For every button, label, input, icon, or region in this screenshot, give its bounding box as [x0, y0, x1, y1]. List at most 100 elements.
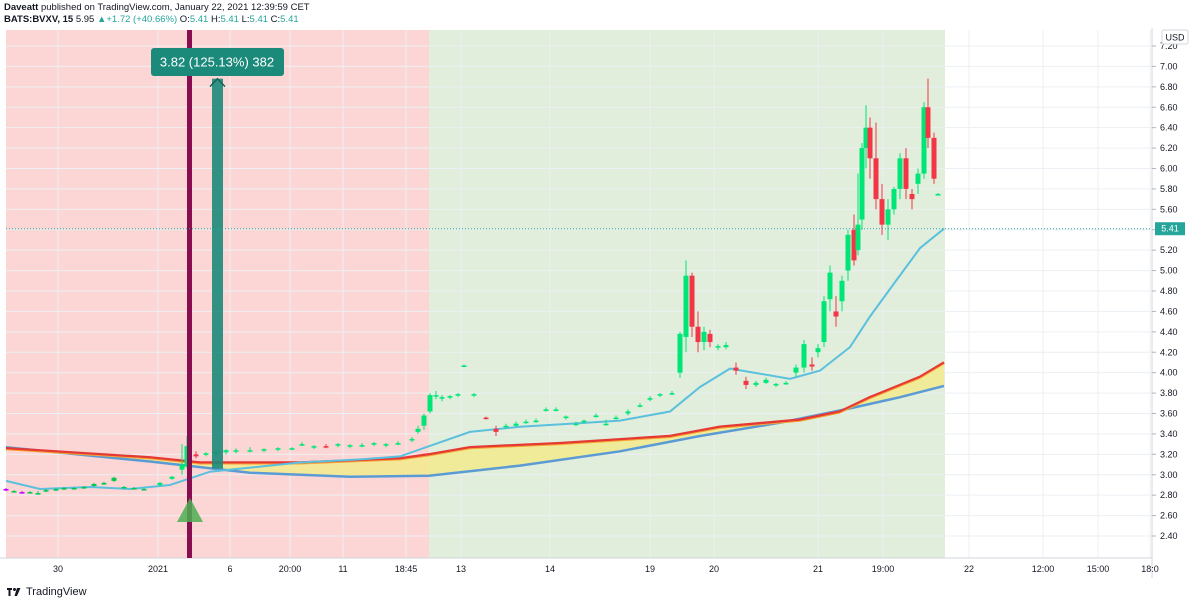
candle-body: [347, 445, 353, 447]
candle-body: [43, 490, 49, 492]
candle-body: [53, 489, 59, 491]
last-price-badge-text: 5.41: [1161, 224, 1179, 234]
time-tick: 13: [456, 564, 466, 574]
mid-ma-outline: [5, 363, 945, 465]
candle-body: [193, 454, 199, 457]
price-tick: 5.20: [1160, 245, 1178, 255]
publish-line: Daveatt published on TradingView.com, Ja…: [4, 2, 310, 13]
time-tick: 14: [545, 564, 555, 574]
time-tick: 12:00: [1032, 564, 1055, 574]
candle-body: [683, 275, 689, 337]
candle-body: [603, 423, 609, 426]
tradingview-brand[interactable]: TradingView: [6, 586, 87, 598]
candle-body: [179, 464, 185, 470]
price-tick: 6.60: [1160, 102, 1178, 112]
grid: [6, 30, 1152, 558]
candle-body: [141, 489, 147, 491]
candle-body: [921, 107, 927, 174]
candle-body: [855, 224, 861, 251]
candle-body: [533, 420, 539, 423]
symbol-name[interactable]: BATS:BVXV, 15: [4, 14, 74, 25]
candle-body: [415, 428, 421, 432]
candle-body: [873, 158, 879, 200]
candle-body: [223, 450, 229, 453]
time-tick: 15:00: [1087, 564, 1110, 574]
candle-body: [19, 492, 25, 494]
time-tick: 18:45: [395, 564, 418, 574]
price-tick: 4.20: [1160, 347, 1178, 357]
measure-label-bg[interactable]: [151, 48, 284, 76]
slow-ma-line: [5, 384, 945, 479]
price-chart[interactable]: 3.82 (125.13%) 382 7.20 7.00 6.80 6.60 6.40 6…: [0, 28, 1200, 578]
candle-body: [573, 423, 579, 426]
price-tick: 4.00: [1160, 368, 1178, 378]
candle-body: [845, 234, 851, 271]
candle-body: [71, 488, 77, 490]
candle-body: [439, 397, 445, 399]
candle-body: [891, 188, 897, 210]
candle-body: [931, 137, 937, 179]
candle-body: [839, 280, 845, 302]
signal-bar: [187, 30, 192, 558]
candle-body: [3, 489, 9, 491]
candle-body: [61, 488, 67, 490]
price-tick: 5.80: [1160, 184, 1178, 194]
price-change: +1.72 (+40.66%): [106, 14, 178, 25]
candle-body: [903, 158, 909, 189]
price-tick: 4.60: [1160, 306, 1178, 316]
open-value: 5.41: [189, 14, 209, 25]
measure-arrow-icon: [209, 77, 226, 88]
candle-body: [523, 421, 529, 424]
fast-ma-line: [5, 227, 945, 491]
candles: [3, 78, 941, 495]
candle-body: [101, 482, 107, 485]
low-value: 5.41: [249, 14, 269, 25]
candle-body: [447, 396, 453, 398]
candle-body: [359, 445, 365, 447]
candle-body: [801, 344, 807, 368]
author-name[interactable]: Daveatt: [4, 2, 39, 13]
time-tick: 6: [227, 564, 232, 574]
candle-body: [701, 331, 707, 343]
time-tick: 18:0: [1141, 564, 1159, 574]
open-label: O:: [179, 14, 190, 25]
price-tick: 3.40: [1160, 429, 1178, 439]
currency-badge[interactable]: [1161, 29, 1189, 45]
candle-body: [421, 415, 427, 426]
price-tick: 2.80: [1160, 490, 1178, 500]
mid-ma-line: [5, 361, 945, 464]
candle-body: [909, 194, 915, 200]
candle-body: [657, 394, 663, 396]
tradingview-brand-label: TradingView: [26, 586, 87, 598]
price-tick: 2.60: [1160, 511, 1178, 521]
candle-body: [471, 394, 477, 396]
change-arrow-icon: ▲: [96, 14, 107, 25]
high-label: H:: [210, 14, 221, 25]
candle-body: [867, 127, 873, 159]
tradingview-logo-icon: [7, 588, 21, 596]
time-axis[interactable]: 30 2021 6 20:00 11 18:45 13 14 19 20 21 19:00 22 12:0…: [53, 564, 1159, 574]
candle-body: [695, 326, 701, 343]
candle-body: [455, 394, 461, 396]
candle-body: [763, 379, 769, 383]
candle-body: [669, 393, 675, 395]
time-tick: 20:00: [279, 564, 302, 574]
price-tick: 3.80: [1160, 388, 1178, 398]
candle-body: [859, 148, 865, 220]
candle-body: [647, 398, 653, 400]
candle-body: [371, 443, 377, 445]
candle-body: [111, 477, 117, 481]
candle-body: [879, 199, 885, 225]
high-value: 5.41: [220, 14, 239, 25]
price-tick: 3.60: [1160, 409, 1178, 419]
candle-body: [247, 450, 253, 452]
price-tick: 7.20: [1160, 41, 1178, 51]
candle-body: [733, 367, 739, 371]
candle-body: [715, 346, 721, 348]
price-axis[interactable]: 7.207.006.806.606.406.206.005.805.605.40…: [1152, 41, 1178, 541]
candle-body: [885, 209, 891, 225]
candle-body: [863, 127, 869, 149]
candle-body: [553, 409, 559, 411]
candle-body: [809, 364, 815, 367]
candle-body: [323, 446, 329, 448]
